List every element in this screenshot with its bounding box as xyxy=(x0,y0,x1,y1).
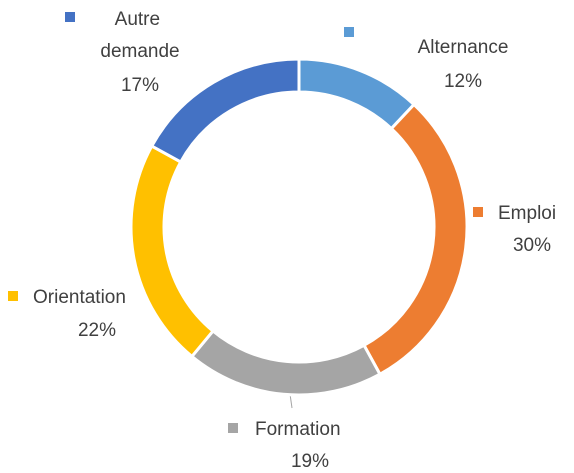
category-label: Alternance xyxy=(418,37,509,58)
value-label: 12% xyxy=(444,71,482,92)
value-label: 17% xyxy=(121,75,159,96)
legend-marker xyxy=(65,12,75,22)
category-label: Orientation xyxy=(33,287,126,308)
category-label: Emploi xyxy=(498,203,556,224)
donut-slice xyxy=(189,328,382,397)
donut-slice xyxy=(297,57,417,131)
value-label: 30% xyxy=(513,235,551,256)
donut-slice xyxy=(149,57,301,164)
value-label: 19% xyxy=(291,451,329,472)
legend-marker xyxy=(344,27,354,37)
category-label: Formation xyxy=(255,419,341,440)
donut-slice xyxy=(362,102,469,377)
leader-line xyxy=(289,393,293,409)
legend-marker xyxy=(228,423,238,433)
value-label: 22% xyxy=(78,320,116,341)
category-label: Autre demande xyxy=(100,9,179,62)
legend-marker xyxy=(8,291,18,301)
donut-slice xyxy=(129,144,216,359)
legend-marker xyxy=(473,207,483,217)
